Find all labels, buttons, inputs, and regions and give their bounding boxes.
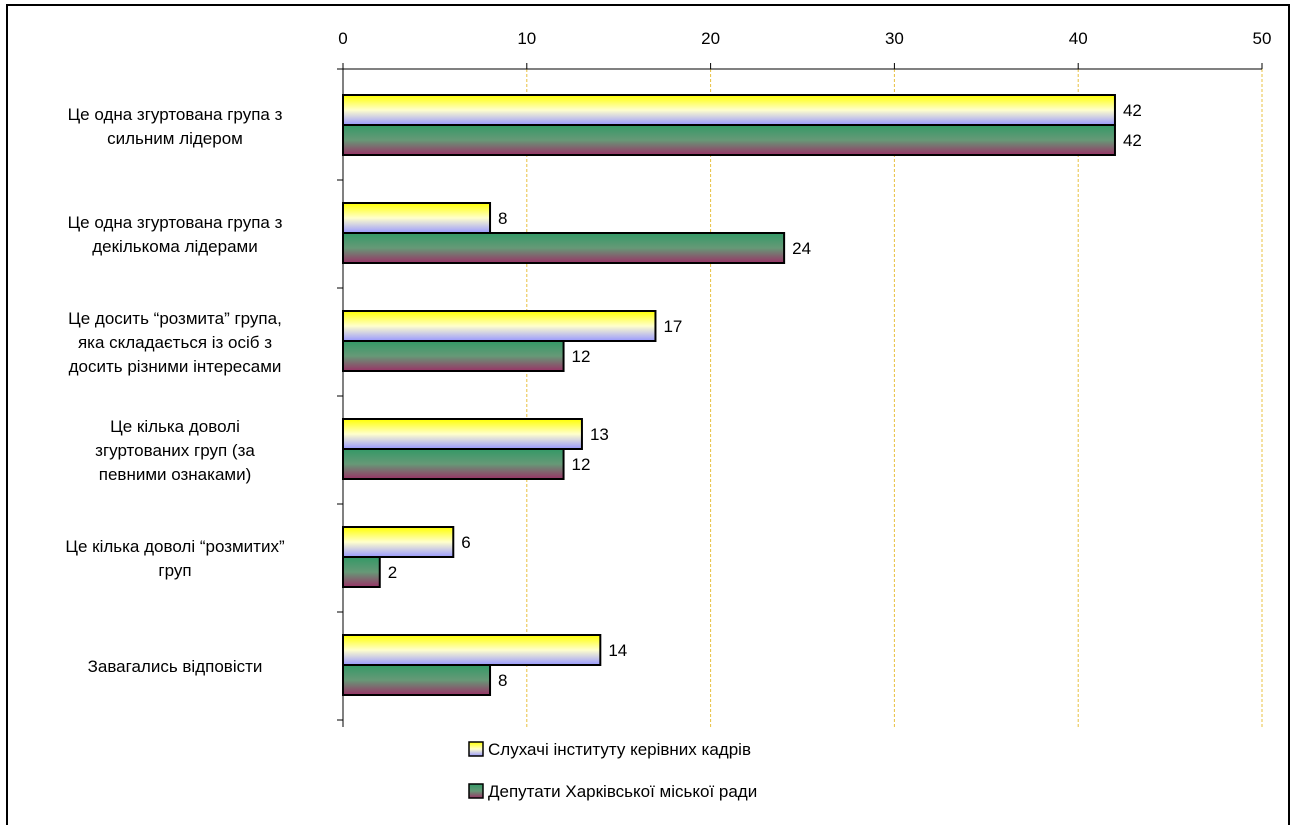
category-label: Це одна згуртована група з сильним лідеро…	[68, 105, 283, 148]
data-label: 6	[461, 533, 470, 552]
data-label: 42	[1123, 101, 1142, 120]
data-label: 2	[388, 563, 397, 582]
bar-series1	[342, 418, 583, 450]
x-tick-label: 40	[1069, 29, 1088, 48]
bar-series1	[342, 634, 602, 666]
data-label: 17	[663, 317, 682, 336]
data-label: 8	[498, 671, 507, 690]
x-tick-label: 0	[338, 29, 347, 48]
legend: Слухачі інституту керівних кадрів Депутат…	[468, 740, 757, 801]
data-label: 24	[792, 239, 811, 258]
labels: 0 10 20 30 40 50 Це одна згуртована група з сил…	[65, 29, 1271, 690]
bar-series2	[342, 448, 565, 480]
data-label: 42	[1123, 131, 1142, 150]
data-label: 12	[572, 347, 591, 366]
bar-series2	[342, 556, 381, 588]
legend-swatch	[468, 783, 484, 799]
bar-series2	[342, 232, 786, 264]
bar-series1	[342, 310, 657, 342]
data-label: 12	[572, 455, 591, 474]
category-label: Це кілька доволі згуртованих груп (за певн…	[95, 417, 255, 484]
x-tick-label: 20	[701, 29, 720, 48]
bar-series1	[342, 526, 455, 558]
grid-lines	[526, 69, 1263, 727]
x-tick-label: 50	[1253, 29, 1272, 48]
bar-series2	[342, 124, 1116, 156]
data-label: 8	[498, 209, 507, 228]
bar-series2	[342, 340, 565, 372]
legend-label: Слухачі інституту керівних кадрів	[488, 740, 751, 759]
category-label: Це кілька доволі “розмитих” груп	[65, 537, 285, 580]
legend-swatch	[468, 741, 484, 757]
category-label: Завагались відповісти	[88, 657, 263, 676]
category-label: Це одна згуртована група з декількома лід…	[68, 213, 283, 256]
bar-series2	[342, 664, 492, 696]
legend-label: Депутати Харківської міської ради	[488, 782, 757, 801]
axes	[337, 63, 1263, 727]
data-label: 13	[590, 425, 609, 444]
x-tick-label: 10	[517, 29, 536, 48]
bar-series1	[342, 94, 1116, 126]
data-label: 14	[608, 641, 627, 660]
bar-series1	[342, 202, 492, 234]
x-tick-label: 30	[885, 29, 904, 48]
bars	[342, 94, 1116, 696]
category-label: Це досить “розмита” група, яка складаєтьс…	[68, 309, 282, 376]
